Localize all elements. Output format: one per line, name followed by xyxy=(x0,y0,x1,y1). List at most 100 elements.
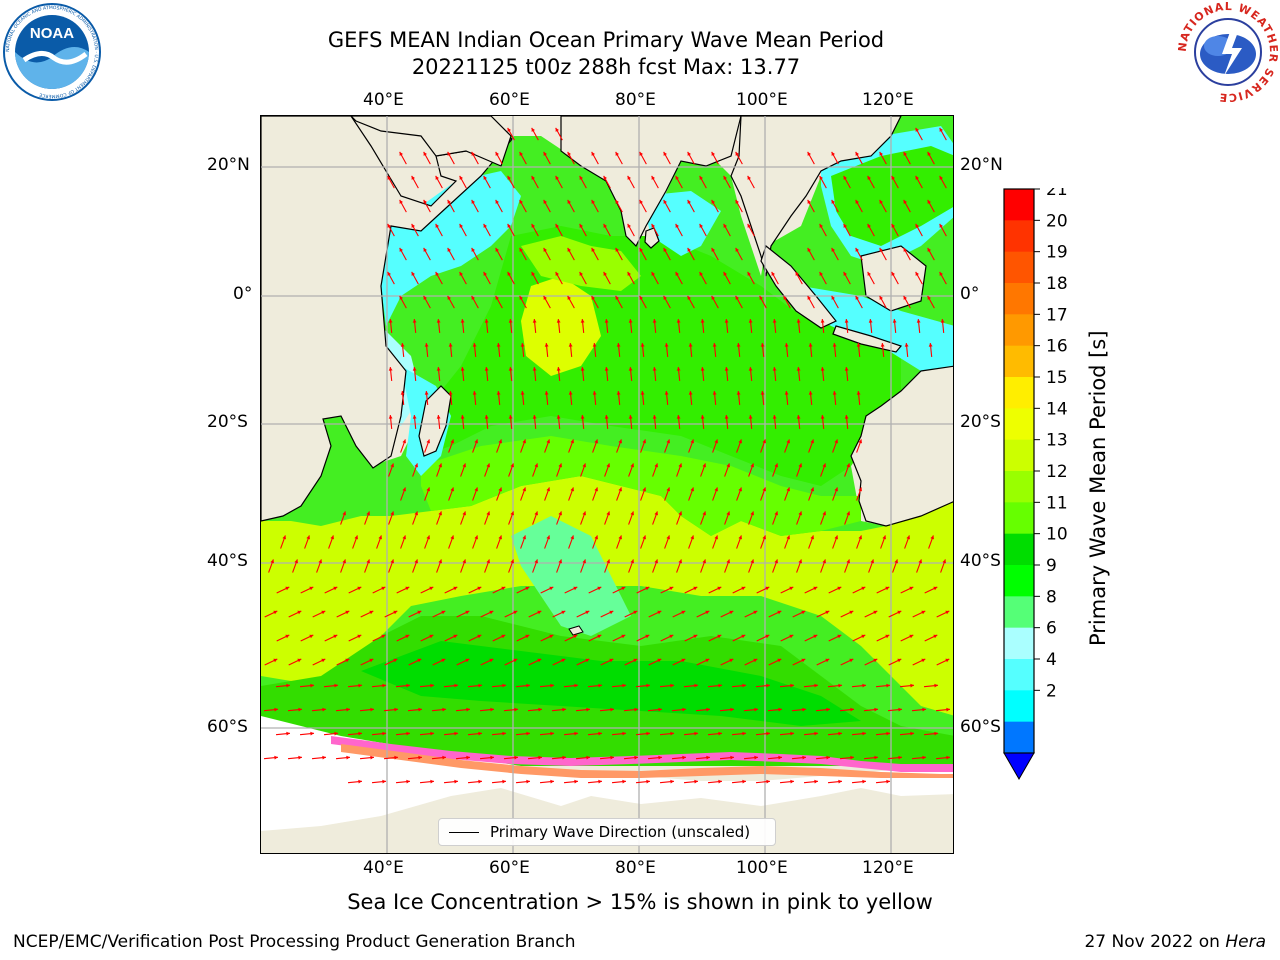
wave-arrow-head xyxy=(651,175,656,180)
wave-arrow-head xyxy=(633,610,638,615)
wave-arrow-head xyxy=(484,415,489,419)
wave-arrow-head xyxy=(714,487,718,492)
wave-direction-arrows xyxy=(263,127,951,784)
wave-arrow-head xyxy=(399,151,404,156)
wave-arrow-head xyxy=(862,731,866,736)
wave-arrow-head xyxy=(670,779,674,784)
wave-arrow-head xyxy=(808,343,813,347)
wave-arrow-head xyxy=(856,343,861,347)
wave-arrow-head xyxy=(712,343,717,347)
wave-arrow-head xyxy=(762,439,766,444)
land-sri-lanka xyxy=(644,227,660,249)
wave-arrow-head xyxy=(411,271,416,276)
wave-arrow-head xyxy=(615,199,620,204)
wave-arrow-head xyxy=(646,731,650,736)
wave-arrow-head xyxy=(429,634,434,639)
wave-arrow-head xyxy=(873,610,878,615)
wave-arrow-head xyxy=(634,755,638,760)
wave-arrow-head xyxy=(868,319,873,323)
wave-arrow-head xyxy=(381,586,386,591)
colorbar-tick-label: 19 xyxy=(1046,243,1068,263)
colorbar-tick-label: 12 xyxy=(1046,462,1068,482)
wave-arrow-head xyxy=(642,487,646,492)
wave-arrow-head xyxy=(466,707,470,712)
wave-arrow-head xyxy=(735,295,740,300)
wave-arrow-head xyxy=(760,343,765,347)
wave-arrow-head xyxy=(748,415,753,419)
wave-arrow-head xyxy=(603,175,608,180)
wave-arrow-head xyxy=(778,707,782,712)
wave-arrow-head xyxy=(939,223,944,228)
wave-arrow-head xyxy=(789,586,794,591)
wave-arrow-head xyxy=(609,658,614,663)
wave-arrow-head xyxy=(399,247,404,252)
wave-arrow-head xyxy=(345,658,350,663)
wave-arrow-head xyxy=(390,559,394,564)
wave-arrow-head xyxy=(622,683,626,688)
wave-arrow-head xyxy=(909,586,914,591)
wave-arrow-head xyxy=(886,779,890,784)
colorbar-segment xyxy=(1004,314,1034,347)
wave-arrow-head xyxy=(270,559,274,564)
wave-arrow-head xyxy=(606,463,610,468)
wave-arrow-head xyxy=(453,634,458,639)
wave-arrow-head xyxy=(676,415,681,419)
wave-arrow-head xyxy=(274,755,278,760)
wave-arrow-head xyxy=(627,271,632,276)
wave-arrow-head xyxy=(885,634,890,639)
wave-arrow-head xyxy=(861,634,866,639)
wave-arrow-head xyxy=(502,683,506,688)
colorbar-tick-label: 2 xyxy=(1046,681,1057,701)
wave-arrow-head xyxy=(556,319,561,323)
wave-arrow-head xyxy=(849,610,854,615)
wave-arrow-head xyxy=(933,634,938,639)
wave-arrow-head xyxy=(558,559,562,564)
wave-arrow-head xyxy=(330,535,334,540)
wave-arrow-head xyxy=(592,391,597,395)
wave-arrow-head xyxy=(759,295,764,300)
wave-arrow-head xyxy=(646,683,650,688)
wave-arrow-head xyxy=(394,707,398,712)
wave-arrow-head xyxy=(454,779,458,784)
wave-arrow-head xyxy=(690,487,694,492)
wave-arrow-head xyxy=(472,343,477,347)
wave-arrow-head xyxy=(753,658,758,663)
wave-arrow-head xyxy=(693,586,698,591)
noaa-logo: NOAA NATIONAL OCEANIC AND ATMOSPHERIC AD… xyxy=(3,3,101,101)
wave-arrow-head xyxy=(820,367,825,371)
wave-arrow-head xyxy=(946,707,950,712)
wave-arrow-head xyxy=(678,559,682,564)
wave-arrow-head xyxy=(927,247,932,252)
wave-arrow-head xyxy=(729,610,734,615)
wave-arrow-head xyxy=(834,439,838,444)
wave-arrow-head xyxy=(606,511,610,516)
lat-label-right-40s: 40°S xyxy=(960,551,1001,571)
wave-arrow-head xyxy=(915,127,920,132)
wave-arrow-head xyxy=(333,586,338,591)
wave-arrow-head xyxy=(916,319,921,323)
ocean-coastal-green-scs xyxy=(831,146,953,246)
colorbar-segment xyxy=(1004,533,1034,566)
colorbar-tick-label: 14 xyxy=(1046,399,1068,419)
wave-arrow-head xyxy=(652,367,657,371)
wave-arrow-head xyxy=(843,271,848,276)
wave-arrow-head xyxy=(700,319,705,323)
wave-arrow-head xyxy=(640,343,645,347)
wave-arrow-head xyxy=(423,295,428,300)
wave-arrow-head xyxy=(687,151,692,156)
wave-arrow-head xyxy=(454,731,458,736)
sea-ice-orange-band xyxy=(341,744,953,778)
wave-arrow-head xyxy=(387,271,392,276)
wave-arrow-head xyxy=(615,295,620,300)
wave-arrow-head xyxy=(442,707,446,712)
wave-arrow-head xyxy=(561,658,566,663)
wave-arrow-head xyxy=(594,535,598,540)
wave-arrow-head xyxy=(642,535,646,540)
wave-arrow-head xyxy=(273,610,278,615)
wave-arrow-head xyxy=(651,223,656,228)
wave-arrow-head xyxy=(555,175,560,180)
wave-arrow-head xyxy=(298,707,302,712)
lat-label-left-20s: 20°S xyxy=(207,412,248,432)
wave-arrow-head xyxy=(630,559,634,564)
wave-arrow-head xyxy=(459,175,464,180)
